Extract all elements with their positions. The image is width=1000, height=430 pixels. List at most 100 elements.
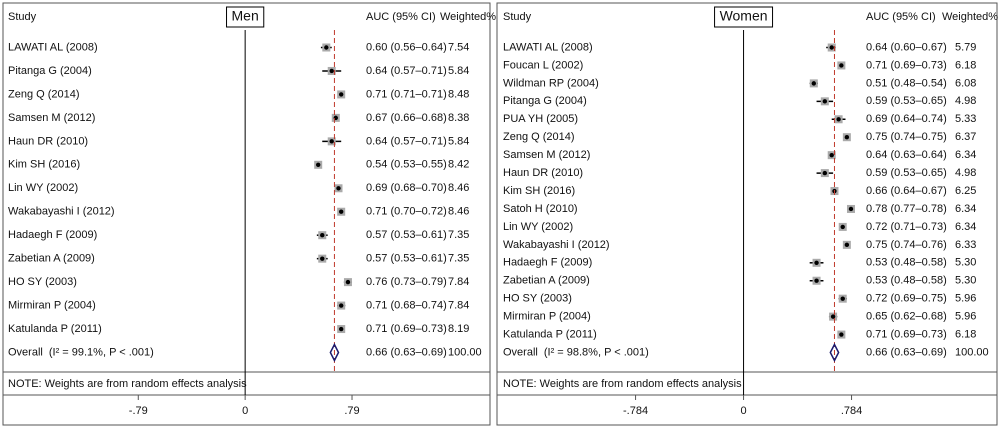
point-estimate bbox=[320, 256, 325, 261]
weight-label: 6.25 bbox=[955, 185, 976, 197]
x-tick-label: 0 bbox=[740, 405, 746, 417]
weight-label: 5.84 bbox=[448, 135, 469, 147]
study-name: Zabetian A (2009) bbox=[503, 275, 590, 287]
study-name: Satoh H (2010) bbox=[503, 203, 578, 215]
auc-label: 0.71 (0.69–0.73) bbox=[866, 328, 947, 340]
auc-label: 0.71 (0.68–0.74) bbox=[366, 299, 447, 311]
study-name: Lin WY (2002) bbox=[503, 221, 573, 233]
overall-label: Overall bbox=[503, 346, 538, 358]
weight-label: 8.42 bbox=[448, 159, 469, 171]
overall-diamond bbox=[829, 342, 840, 363]
weight-label: 7.35 bbox=[448, 229, 469, 241]
weight-label: 8.19 bbox=[448, 323, 469, 335]
weight-label: 5.30 bbox=[955, 275, 976, 287]
point-estimate bbox=[840, 296, 845, 301]
study-header: Study bbox=[503, 11, 532, 23]
study-name: Mirmiran P (2004) bbox=[503, 311, 591, 323]
auc-label: 0.69 (0.68–0.70) bbox=[366, 182, 447, 194]
x-tick-label: 0 bbox=[242, 405, 248, 417]
weight-label: 5.96 bbox=[955, 293, 976, 305]
overall-auc-label: 0.66 (0.63–0.69) bbox=[366, 346, 447, 358]
weight-label: 4.98 bbox=[955, 95, 976, 107]
overall-diamond bbox=[329, 342, 340, 363]
study-name: LAWATI AL (2008) bbox=[503, 41, 593, 53]
overall-auc-label: 0.66 (0.63–0.69) bbox=[866, 346, 947, 358]
study-name: Foucan L (2002) bbox=[503, 59, 583, 71]
weight-label: 8.46 bbox=[448, 206, 469, 218]
auc-label: 0.71 (0.69–0.73) bbox=[866, 59, 947, 71]
weight-label: 5.30 bbox=[955, 257, 976, 269]
point-estimate bbox=[844, 242, 850, 248]
study-name: HO SY (2003) bbox=[8, 276, 77, 288]
panel-border bbox=[2, 2, 491, 426]
study-name: Pitanga G (2004) bbox=[8, 65, 92, 77]
point-estimate bbox=[336, 186, 341, 191]
point-estimate bbox=[814, 260, 819, 265]
weight-label: 6.37 bbox=[955, 131, 976, 143]
study-name: LAWATI AL (2008) bbox=[8, 41, 98, 53]
auc-label: 0.72 (0.71–0.73) bbox=[866, 221, 947, 233]
point-estimate bbox=[324, 45, 329, 50]
x-tick-label: -.784 bbox=[623, 405, 648, 417]
overall-heterogeneity: (I² = 98.8%, P < .001) bbox=[544, 346, 649, 358]
point-estimate bbox=[830, 314, 836, 319]
auc-label: 0.59 (0.53–0.65) bbox=[866, 95, 947, 107]
auc-label: 0.69 (0.64–0.74) bbox=[866, 113, 947, 125]
auc-label: 0.60 (0.56–0.64) bbox=[366, 41, 447, 53]
point-estimate bbox=[844, 135, 850, 140]
auc-label: 0.72 (0.69–0.75) bbox=[866, 293, 947, 305]
point-estimate bbox=[829, 45, 834, 50]
point-estimate bbox=[338, 326, 344, 332]
x-tick-label: .784 bbox=[841, 405, 862, 417]
auc-label: 0.71 (0.71–0.71) bbox=[366, 88, 447, 100]
point-estimate bbox=[839, 332, 844, 337]
study-header: Study bbox=[8, 11, 37, 23]
study-name: Mirmiran P (2004) bbox=[8, 299, 96, 311]
panel-title: Women bbox=[720, 8, 768, 24]
study-name: Wakabayashi I (2012) bbox=[8, 206, 115, 218]
auc-label: 0.75 (0.74–0.75) bbox=[866, 131, 947, 143]
weight-label: 7.84 bbox=[448, 276, 469, 288]
point-estimate bbox=[836, 117, 841, 122]
point-estimate bbox=[320, 232, 325, 238]
point-estimate bbox=[848, 206, 854, 212]
weight-label: 7.84 bbox=[448, 299, 469, 311]
overall-heterogeneity: (I² = 99.1%, P < .001) bbox=[49, 346, 154, 358]
auc-label: 0.64 (0.63–0.64) bbox=[866, 149, 947, 161]
study-name: PUA YH (2005) bbox=[503, 113, 578, 125]
study-name: Wildman RP (2004) bbox=[503, 77, 599, 89]
study-name: Pitanga G (2004) bbox=[503, 95, 587, 107]
study-name: Katulanda P (2011) bbox=[8, 323, 102, 335]
study-name: Zeng Q (2014) bbox=[8, 88, 80, 100]
point-estimate bbox=[329, 68, 334, 74]
point-estimate bbox=[840, 224, 845, 230]
study-name: Zabetian A (2009) bbox=[8, 253, 95, 265]
panel-border bbox=[496, 2, 998, 426]
title-box bbox=[226, 6, 265, 28]
auc-label: 0.57 (0.53–0.61) bbox=[366, 253, 447, 265]
weight-label: 6.18 bbox=[955, 59, 976, 71]
auc-label: 0.66 (0.64–0.67) bbox=[866, 185, 947, 197]
weight-label: 6.33 bbox=[955, 239, 976, 251]
weight-label: 6.34 bbox=[955, 221, 976, 233]
point-estimate bbox=[839, 63, 844, 68]
forest-panel: Study AUC (95% CI) Weighted% Men -.79 0 .79 LAW… bbox=[2, 2, 496, 426]
weight-label: 5.33 bbox=[955, 113, 976, 125]
weight-label: 5.96 bbox=[955, 311, 976, 323]
weight-label: 6.34 bbox=[955, 203, 976, 215]
weight-header: Weighted% bbox=[942, 11, 998, 23]
point-estimate bbox=[345, 279, 351, 285]
weight-label: 8.46 bbox=[448, 182, 469, 194]
study-name: Lin WY (2002) bbox=[8, 182, 78, 194]
weight-label: 4.98 bbox=[955, 167, 976, 179]
point-estimate bbox=[814, 278, 819, 283]
point-estimate bbox=[338, 209, 344, 214]
point-estimate bbox=[822, 170, 828, 176]
auc-label: 0.51 (0.48–0.54) bbox=[866, 77, 947, 89]
weight-label: 7.54 bbox=[448, 41, 469, 53]
auc-label: 0.76 (0.73–0.79) bbox=[366, 276, 447, 288]
study-name: Haun DR (2010) bbox=[8, 135, 88, 147]
weight-label: 8.48 bbox=[448, 88, 469, 100]
weight-label: 5.79 bbox=[955, 41, 976, 53]
